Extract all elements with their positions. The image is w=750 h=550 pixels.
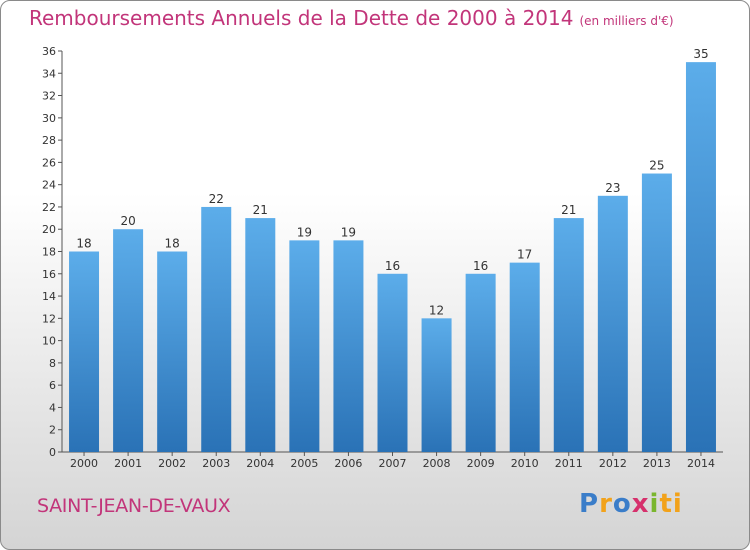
bar-2011 (553, 218, 584, 452)
bar-2014 (685, 62, 716, 453)
x-tick-label-2006: 2006 (334, 457, 362, 470)
x-tick-label-2002: 2002 (158, 457, 186, 470)
value-label-2007: 16 (385, 259, 400, 273)
y-tick-label: 32 (42, 90, 56, 103)
y-tick-label: 4 (49, 401, 56, 414)
x-tick-label-2011: 2011 (555, 457, 583, 470)
bar-2012 (597, 195, 628, 453)
x-tick-label-2014: 2014 (687, 457, 715, 470)
value-label-2001: 20 (120, 214, 135, 228)
bar-2002 (157, 251, 188, 452)
chart-unit: (en milliers d'€) (579, 14, 674, 28)
y-tick-label: 26 (42, 156, 56, 169)
value-label-2009: 16 (473, 259, 488, 273)
value-label-2006: 19 (341, 225, 356, 239)
value-label-2011: 21 (561, 203, 576, 217)
x-tick-label-2003: 2003 (202, 457, 230, 470)
x-tick-label-2009: 2009 (467, 457, 495, 470)
x-tick-label-2008: 2008 (423, 457, 451, 470)
x-tick-label-2001: 2001 (114, 457, 142, 470)
proxiti-logo: Proxiti (579, 489, 683, 519)
x-tick-label-2005: 2005 (290, 457, 318, 470)
x-tick-label-2010: 2010 (511, 457, 539, 470)
value-label-2002: 18 (165, 237, 180, 251)
x-tick-label-2004: 2004 (246, 457, 274, 470)
y-tick-label: 20 (42, 223, 56, 236)
bar-2004 (245, 218, 276, 452)
y-tick-label: 12 (42, 312, 56, 325)
commune-name: SAINT-JEAN-DE-VAUX (37, 495, 231, 517)
y-tick-label: 22 (42, 201, 56, 214)
y-tick-label: 6 (49, 379, 56, 392)
y-tick-label: 30 (42, 112, 56, 125)
y-tick-label: 34 (42, 67, 56, 80)
y-tick-label: 8 (49, 357, 56, 370)
y-tick-label: 2 (49, 424, 56, 437)
value-label-2014: 35 (693, 47, 708, 61)
y-tick-label: 16 (42, 268, 56, 281)
chart-title: Remboursements Annuels de la Dette de 20… (29, 6, 674, 30)
bar-2010 (509, 262, 540, 452)
value-label-2013: 25 (649, 159, 664, 173)
value-label-2004: 21 (253, 203, 268, 217)
value-label-2008: 12 (429, 303, 444, 317)
value-label-2003: 22 (209, 192, 224, 206)
bar-2003 (201, 206, 232, 452)
chart-title-text: Remboursements Annuels de la Dette de 20… (29, 6, 574, 30)
bar-2006 (333, 240, 364, 452)
y-tick-label: 24 (42, 179, 56, 192)
bar-2007 (377, 273, 408, 452)
x-tick-label-2012: 2012 (599, 457, 627, 470)
value-label-2005: 19 (297, 225, 312, 239)
y-tick-label: 18 (42, 246, 56, 259)
x-tick-label-2007: 2007 (379, 457, 407, 470)
y-tick-label: 14 (42, 290, 56, 303)
x-tick-label-2013: 2013 (643, 457, 671, 470)
y-tick-label: 28 (42, 134, 56, 147)
x-tick-label-2000: 2000 (70, 457, 98, 470)
value-label-2012: 23 (605, 181, 620, 195)
y-tick-label: 36 (42, 45, 56, 58)
y-tick-label: 10 (42, 335, 56, 348)
bar-2001 (113, 229, 144, 452)
bar-2000 (69, 251, 100, 452)
bar-2013 (641, 173, 672, 452)
y-tick-label: 0 (49, 446, 56, 459)
value-label-2000: 18 (76, 237, 91, 251)
value-label-2010: 17 (517, 248, 532, 262)
bar-2008 (421, 318, 452, 452)
bar-2005 (289, 240, 320, 452)
bar-2009 (465, 273, 496, 452)
